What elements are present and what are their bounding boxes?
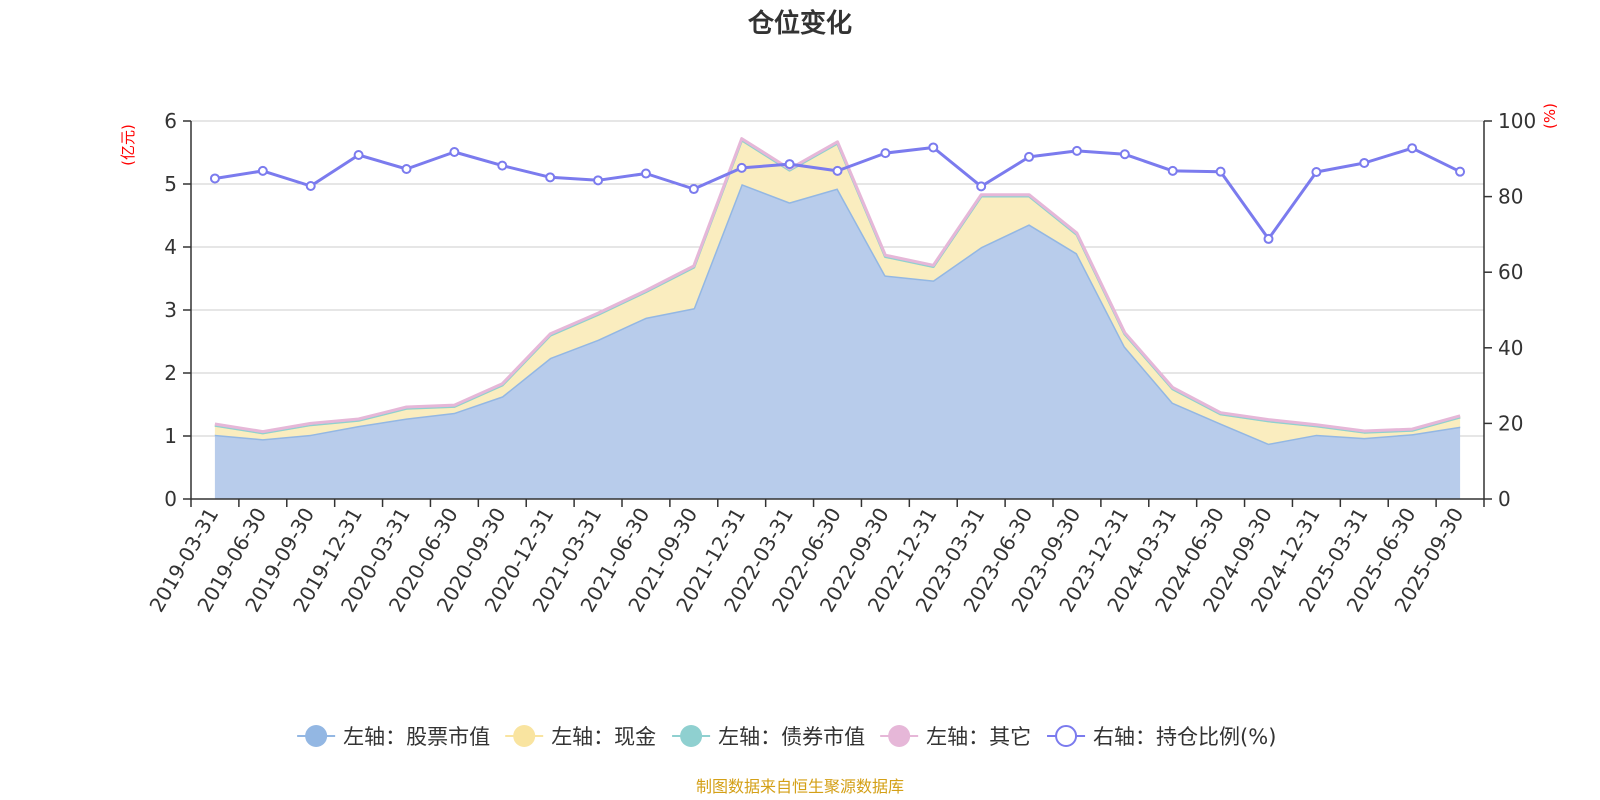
holding-ratio-point xyxy=(545,172,556,183)
right-tick-label: 60 xyxy=(1498,260,1523,284)
holding-ratio-point xyxy=(1407,143,1418,154)
holding-ratio-point xyxy=(880,148,891,159)
area-series-0 xyxy=(214,184,1461,499)
holding-ratio-point xyxy=(1311,167,1322,178)
holding-ratio-point xyxy=(1119,149,1130,160)
chart-title: 仓位变化 xyxy=(747,8,852,39)
holding-ratio-point xyxy=(1024,151,1035,162)
legend-item: 左轴：其它 xyxy=(880,725,1031,749)
legend-marker xyxy=(1055,725,1078,747)
holding-ratio-point xyxy=(257,165,268,176)
area-series-1 xyxy=(214,139,1461,444)
holding-ratio-point xyxy=(593,175,604,186)
left-tick-label: 4 xyxy=(164,235,177,259)
legend-label: 右轴：持仓比例(%) xyxy=(1093,725,1276,749)
holding-ratio-point xyxy=(353,150,364,161)
holding-ratio-point xyxy=(784,159,795,170)
right-tick-label: 100 xyxy=(1498,109,1536,133)
left-tick-label: 1 xyxy=(164,424,177,448)
holding-ratio-point xyxy=(640,168,651,179)
holding-ratio-point xyxy=(1167,165,1178,176)
right-tick-label: 80 xyxy=(1498,185,1523,209)
legend-label: 左轴：股票市值 xyxy=(343,725,490,749)
right-tick-label: 40 xyxy=(1498,336,1523,360)
right-axis-unit: (%) xyxy=(1541,103,1559,129)
legend-item: 左轴：股票市值 xyxy=(297,725,490,749)
legend-marker xyxy=(888,725,911,747)
left-axis-unit: (亿元) xyxy=(119,124,137,166)
holding-ratio-point xyxy=(736,162,747,173)
legend-marker xyxy=(305,725,328,747)
holding-ratio-point xyxy=(305,181,316,192)
holding-ratio-point xyxy=(401,164,412,175)
holding-ratio-point xyxy=(1359,157,1370,168)
legend-label: 左轴：债券市值 xyxy=(718,725,865,749)
holding-ratio-point xyxy=(209,173,220,184)
left-tick-label: 3 xyxy=(164,298,177,322)
right-tick-label: 0 xyxy=(1498,487,1511,511)
holding-ratio-point xyxy=(832,165,843,176)
left-tick-label: 6 xyxy=(164,109,177,133)
legend-item: 左轴：现金 xyxy=(505,725,656,749)
area-series-line-3 xyxy=(214,137,1461,434)
left-tick-label: 0 xyxy=(164,487,177,511)
data-source-note: 制图数据来自恒生聚源数据库 xyxy=(696,777,904,796)
holding-ratio-point xyxy=(497,160,508,171)
legend-item: 左轴：债券市值 xyxy=(672,725,865,749)
legend-label: 左轴：其它 xyxy=(926,725,1031,749)
legend-label: 左轴：现金 xyxy=(551,725,656,749)
holding-ratio-point xyxy=(449,146,460,157)
left-tick-label: 2 xyxy=(164,361,177,385)
holding-ratio-point xyxy=(928,142,939,153)
legend-item: 右轴：持仓比例(%) xyxy=(1047,725,1276,749)
legend-marker xyxy=(680,725,703,747)
holding-ratio-point xyxy=(1071,145,1082,156)
right-tick-label: 20 xyxy=(1498,411,1523,435)
holding-ratio-point xyxy=(1215,166,1226,177)
holding-ratio-point xyxy=(688,184,699,195)
holding-ratio-point xyxy=(1263,233,1274,244)
left-tick-label: 5 xyxy=(164,172,177,196)
holding-ratio-point xyxy=(1455,166,1466,177)
legend-marker xyxy=(513,725,536,747)
holding-ratio-point xyxy=(976,181,987,192)
